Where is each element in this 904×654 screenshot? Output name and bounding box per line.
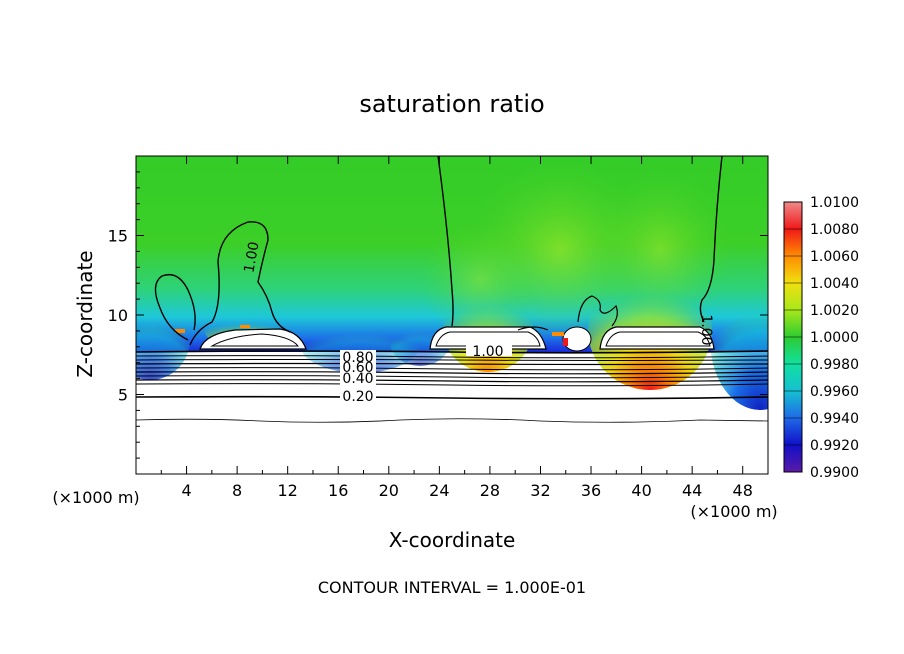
colorbar-label: 0.9920 [810,438,859,454]
x-tick-label: 44 [682,481,702,500]
contour-lines [136,156,768,423]
colorbar-label: 0.9980 [810,357,859,373]
contour-label: 0.40 [342,371,373,387]
chart-title: saturation ratio [359,90,544,118]
colorbar-label: 1.0000 [810,330,859,346]
colorbar-label: 0.9940 [810,411,859,427]
x-tick-label: 24 [429,481,449,500]
colorbar-label: 1.0020 [810,303,859,319]
contour-label: 0.60 [342,360,373,376]
y-tick-label: 5 [118,386,128,405]
x-tick-label: 48 [733,481,753,500]
colorbar-ticks: 0.9900 0.9920 0.9940 0.9960 0.9980 1.0000 1.00… [784,195,859,481]
contour-label: 1.00 [698,314,714,345]
contour-label: 0.80 [342,350,373,366]
x-tick-label: 28 [480,481,500,500]
colorbar-label: 1.0080 [810,222,859,238]
x-tick-label: 32 [530,481,550,500]
contour-labels: 1.00 1.00 1.00 0.80 0.60 0.40 0.20 [241,241,714,405]
contour-label: 0.20 [342,389,373,405]
colorbar-label: 0.9960 [810,384,859,400]
x-unit-left: (×1000 m) [52,488,139,507]
y-tick-label: 15 [108,227,128,246]
x-tick-label: 8 [232,481,242,500]
contour-label: 1.00 [472,344,503,360]
x-axis: 4 8 12 16 20 24 28 32 36 40 44 48 [160,156,753,500]
colorbar-label: 1.0060 [810,249,859,265]
x-tick-label: 40 [631,481,651,500]
footer-note: CONTOUR INTERVAL = 1.000E-01 [318,578,586,597]
y-axis: 5 10 15 [108,171,768,459]
x-tick-label: 4 [181,481,191,500]
plot-area [136,156,768,474]
x-tick-label: 20 [379,481,399,500]
x-tick-label: 16 [328,481,348,500]
x-tick-label: 36 [581,481,601,500]
colorbar-label: 1.0040 [810,276,859,292]
x-unit-right: (×1000 m) [690,502,777,521]
y-axis-label: Z-coordinate [73,250,97,377]
x-axis-label: X-coordinate [389,528,516,552]
colorbar-label: 1.0100 [810,195,859,211]
x-tick-label: 12 [278,481,298,500]
y-tick-label: 10 [108,306,128,325]
contour-label: 1.00 [241,241,262,274]
colorbar-label: 0.9900 [810,465,859,481]
